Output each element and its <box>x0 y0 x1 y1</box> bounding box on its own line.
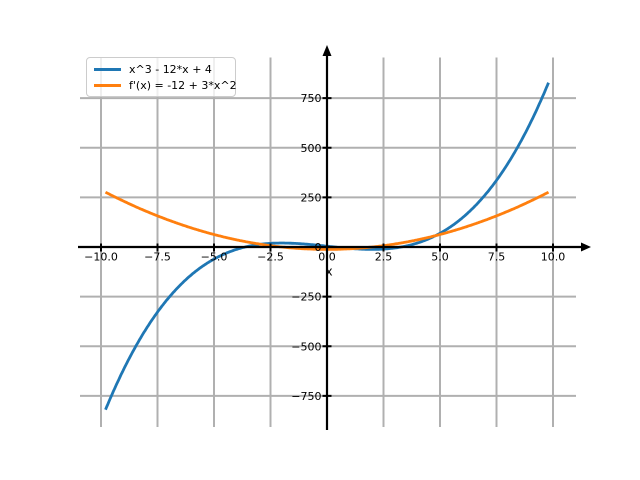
x-tick-label: −5.0 <box>201 251 228 264</box>
x-tick-label: 2.5 <box>375 251 393 264</box>
legend: x^3 - 12*x + 4 f'(x) = -12 + 3*x^2 <box>86 57 237 97</box>
y-tick-label: 0 <box>315 241 322 254</box>
x-tick-label: 10.0 <box>541 251 566 264</box>
x-tick-label: 7.5 <box>488 251 506 264</box>
x-tick-label: −2.5 <box>257 251 284 264</box>
legend-entry-cubic: x^3 - 12*x + 4 <box>94 61 229 77</box>
y-axis-arrowhead <box>322 45 332 56</box>
x-tick-label: −7.5 <box>144 251 171 264</box>
y-tick-label: −250 <box>291 291 321 304</box>
legend-label-cubic: x^3 - 12*x + 4 <box>129 62 212 76</box>
y-tick-label: −500 <box>291 340 321 353</box>
y-tick-label: 250 <box>301 191 322 204</box>
y-tick-label: −750 <box>291 390 321 403</box>
x-tick-label: 5.0 <box>431 251 449 264</box>
y-tick-label: 750 <box>301 92 322 105</box>
x-tick-label: 0.0 <box>318 251 336 264</box>
x-axis-title: x <box>325 265 332 279</box>
legend-label-derivative: f'(x) = -12 + 3*x^2 <box>129 78 237 92</box>
y-tick-label: 500 <box>301 142 322 155</box>
x-axis-arrowhead <box>581 242 591 252</box>
legend-entry-derivative: f'(x) = -12 + 3*x^2 <box>94 77 237 93</box>
legend-line-sample-cubic <box>94 67 121 71</box>
x-tick-label: −10.0 <box>84 251 118 264</box>
legend-line-sample-derivative <box>94 83 121 87</box>
